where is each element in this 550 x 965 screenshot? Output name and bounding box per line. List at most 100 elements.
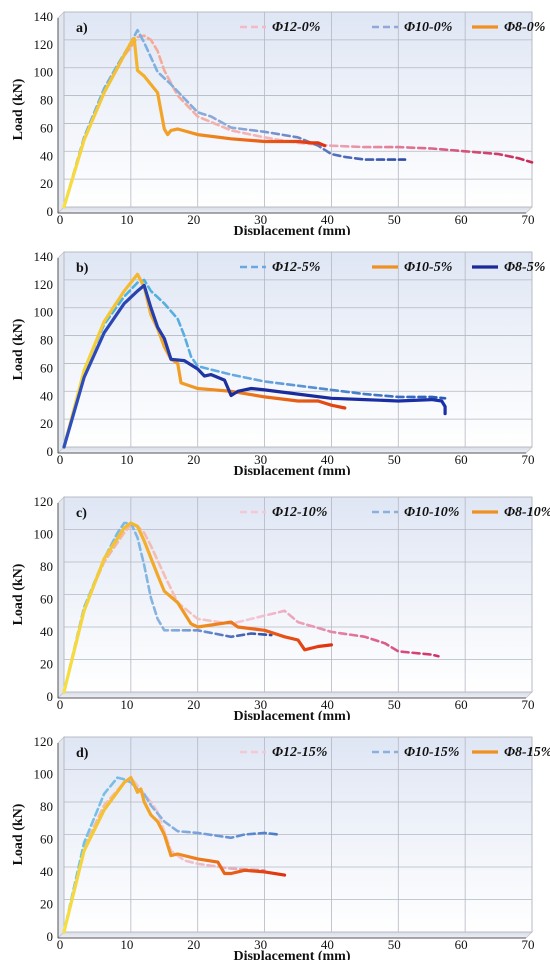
x-tick-label: 50 xyxy=(388,212,401,227)
x-tick-label: 70 xyxy=(522,937,535,952)
y-tick-label: 0 xyxy=(47,444,54,459)
x-tick-label: 0 xyxy=(57,212,64,227)
y-tick-label: 100 xyxy=(34,767,54,782)
series-line-1 xyxy=(62,776,266,934)
y-tick-label: 20 xyxy=(40,657,53,672)
legend-entry: Φ10-5% xyxy=(404,260,452,275)
plot-area xyxy=(63,11,533,208)
x-tick-label: 60 xyxy=(455,697,468,712)
y-tick-label: 40 xyxy=(40,148,53,163)
y-axis-title: Load (kN) xyxy=(11,563,26,625)
y-tick-label: 20 xyxy=(40,176,53,191)
x-axis-title: Displacement (mm) xyxy=(233,464,350,475)
x-tick-label: 70 xyxy=(522,697,535,712)
x-tick-label: 10 xyxy=(120,697,133,712)
legend-entry: Φ12-10% xyxy=(272,505,327,520)
y-tick-label: 100 xyxy=(34,527,54,542)
y-tick-label: 80 xyxy=(40,799,53,814)
legend-entry: Φ12-0% xyxy=(272,20,320,35)
panel-label: b) xyxy=(76,261,89,276)
y-tick-label: 40 xyxy=(40,864,53,879)
y-tick-label: 100 xyxy=(34,65,54,80)
y-tick-label: 140 xyxy=(34,9,54,24)
y-tick-label: 120 xyxy=(34,37,54,52)
y-tick-label: 20 xyxy=(40,416,53,431)
x-tick-label: 20 xyxy=(187,452,200,467)
series-line-1 xyxy=(62,523,440,694)
x-tick-label: 0 xyxy=(57,697,64,712)
x-tick-label: 10 xyxy=(120,937,133,952)
series-line-3 xyxy=(62,521,333,694)
legend-entry: Φ10-0% xyxy=(404,20,452,35)
x-tick-label: 30 xyxy=(254,452,267,467)
y-tick-label: 80 xyxy=(40,333,53,348)
y-tick-label: 120 xyxy=(34,734,54,749)
chart-panel-3: 0 20 40 60 80 100 120 0 10 20 30 40 50 60 70 Displaceme… xyxy=(11,494,550,720)
x-tick-label: 50 xyxy=(388,452,401,467)
x-tick-label: 50 xyxy=(388,697,401,712)
x-tick-label: 10 xyxy=(120,212,133,227)
y-tick-label: 0 xyxy=(47,929,54,944)
x-tick-label: 60 xyxy=(455,212,468,227)
series-line-3 xyxy=(62,36,327,209)
x-tick-label: 0 xyxy=(57,452,64,467)
x-tick-label: 30 xyxy=(254,697,267,712)
panel-label: c) xyxy=(76,506,87,521)
y-tick-label: 140 xyxy=(34,249,54,264)
x-tick-label: 20 xyxy=(187,212,200,227)
legend-entry: Φ12-5% xyxy=(272,260,320,275)
panel-label: d) xyxy=(76,746,89,761)
y-tick-label: 60 xyxy=(40,360,53,375)
x-axis-title: Displacement (mm) xyxy=(233,224,350,235)
x-tick-label: 20 xyxy=(187,697,200,712)
plot-side-wall xyxy=(57,496,65,699)
y-axis-title: Load (kN) xyxy=(11,78,26,140)
x-tick-label: 20 xyxy=(187,937,200,952)
x-tick-label: 40 xyxy=(321,452,334,467)
chart-panel-2: 0 20 40 60 80 100 120 140 0 10 20 30 40 50 60 70 Displac… xyxy=(11,249,545,475)
x-tick-label: 30 xyxy=(254,937,267,952)
x-tick-label: 60 xyxy=(455,452,468,467)
x-tick-label: 40 xyxy=(321,697,334,712)
legend-entry: Φ10-10% xyxy=(404,505,459,520)
y-axis-title: Load (kN) xyxy=(11,803,26,865)
legend-entry: Φ12-15% xyxy=(272,745,327,760)
x-tick-label: 0 xyxy=(57,937,64,952)
plot-side-wall xyxy=(57,251,65,454)
legend-entry: Φ8-15% xyxy=(504,745,550,760)
y-tick-label: 60 xyxy=(40,832,53,847)
series-line-3 xyxy=(62,283,447,449)
y-tick-label: 100 xyxy=(34,305,54,320)
plot-side-wall xyxy=(57,11,65,214)
y-tick-label: 60 xyxy=(40,120,53,135)
series-line-3 xyxy=(62,775,287,934)
y-tick-label: 0 xyxy=(47,689,54,704)
y-tick-label: 120 xyxy=(34,277,54,292)
chart-panel-4: 0 20 40 60 80 100 120 0 10 20 30 40 50 60 70 Displaceme… xyxy=(11,734,550,960)
y-axis-title: Load (kN) xyxy=(11,318,26,380)
x-axis-title: Displacement (mm) xyxy=(233,709,350,720)
legend-entry: Φ10-15% xyxy=(404,745,459,760)
x-axis-title: Displacement (mm) xyxy=(233,949,350,960)
y-tick-label: 20 xyxy=(40,897,53,912)
plot-side-wall xyxy=(57,736,65,939)
x-tick-label: 50 xyxy=(388,937,401,952)
y-tick-label: 80 xyxy=(40,559,53,574)
x-tick-label: 10 xyxy=(120,452,133,467)
x-tick-label: 30 xyxy=(254,212,267,227)
series-line-1 xyxy=(62,278,447,449)
x-tick-label: 70 xyxy=(522,212,535,227)
x-tick-label: 40 xyxy=(321,937,334,952)
y-tick-label: 40 xyxy=(40,624,53,639)
x-tick-label: 70 xyxy=(522,452,535,467)
legend-entry: Φ8-5% xyxy=(504,260,545,275)
y-tick-label: 40 xyxy=(40,388,53,403)
x-tick-label: 40 xyxy=(321,212,334,227)
legend-entry: Φ8-0% xyxy=(504,20,545,35)
y-tick-label: 80 xyxy=(40,93,53,108)
series-line-2 xyxy=(62,776,280,934)
x-tick-label: 60 xyxy=(455,937,468,952)
y-tick-label: 0 xyxy=(47,204,54,219)
y-tick-label: 60 xyxy=(40,592,53,607)
